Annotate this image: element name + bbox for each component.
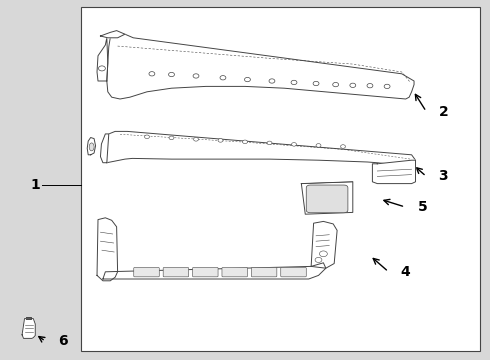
Polygon shape [97, 38, 108, 81]
FancyBboxPatch shape [222, 267, 247, 277]
FancyBboxPatch shape [193, 267, 218, 277]
Circle shape [245, 77, 250, 82]
Circle shape [319, 251, 327, 257]
Circle shape [367, 84, 373, 88]
Circle shape [194, 138, 198, 141]
Text: 3: 3 [439, 170, 448, 183]
Circle shape [98, 66, 105, 71]
FancyBboxPatch shape [281, 267, 306, 277]
Circle shape [316, 144, 321, 147]
Circle shape [350, 83, 356, 87]
FancyBboxPatch shape [306, 185, 348, 213]
Circle shape [243, 140, 247, 144]
Polygon shape [87, 138, 96, 155]
Circle shape [333, 82, 339, 87]
Polygon shape [100, 31, 125, 38]
Polygon shape [311, 221, 337, 268]
Polygon shape [107, 32, 414, 99]
Circle shape [384, 84, 390, 89]
Polygon shape [22, 319, 35, 338]
Text: 2: 2 [439, 105, 448, 118]
Circle shape [145, 135, 149, 139]
Ellipse shape [89, 143, 94, 151]
Text: 4: 4 [401, 265, 411, 279]
Circle shape [315, 257, 322, 262]
Polygon shape [301, 182, 353, 214]
Polygon shape [372, 160, 416, 184]
Bar [81, 7, 480, 351]
Circle shape [149, 72, 155, 76]
Circle shape [341, 145, 345, 148]
Circle shape [292, 143, 296, 146]
Circle shape [169, 72, 174, 77]
Text: 6: 6 [58, 334, 68, 348]
FancyBboxPatch shape [134, 267, 159, 277]
Polygon shape [100, 134, 109, 163]
Polygon shape [103, 263, 326, 279]
FancyBboxPatch shape [251, 267, 277, 277]
Polygon shape [105, 131, 416, 166]
Circle shape [220, 76, 226, 80]
Text: 5: 5 [417, 200, 427, 214]
Text: 1: 1 [30, 179, 40, 192]
Circle shape [313, 81, 319, 86]
FancyBboxPatch shape [163, 267, 189, 277]
Circle shape [193, 74, 199, 78]
Circle shape [169, 136, 174, 140]
Circle shape [267, 141, 272, 145]
Circle shape [218, 139, 223, 142]
Circle shape [291, 80, 297, 85]
Polygon shape [97, 218, 118, 281]
Circle shape [269, 79, 275, 83]
